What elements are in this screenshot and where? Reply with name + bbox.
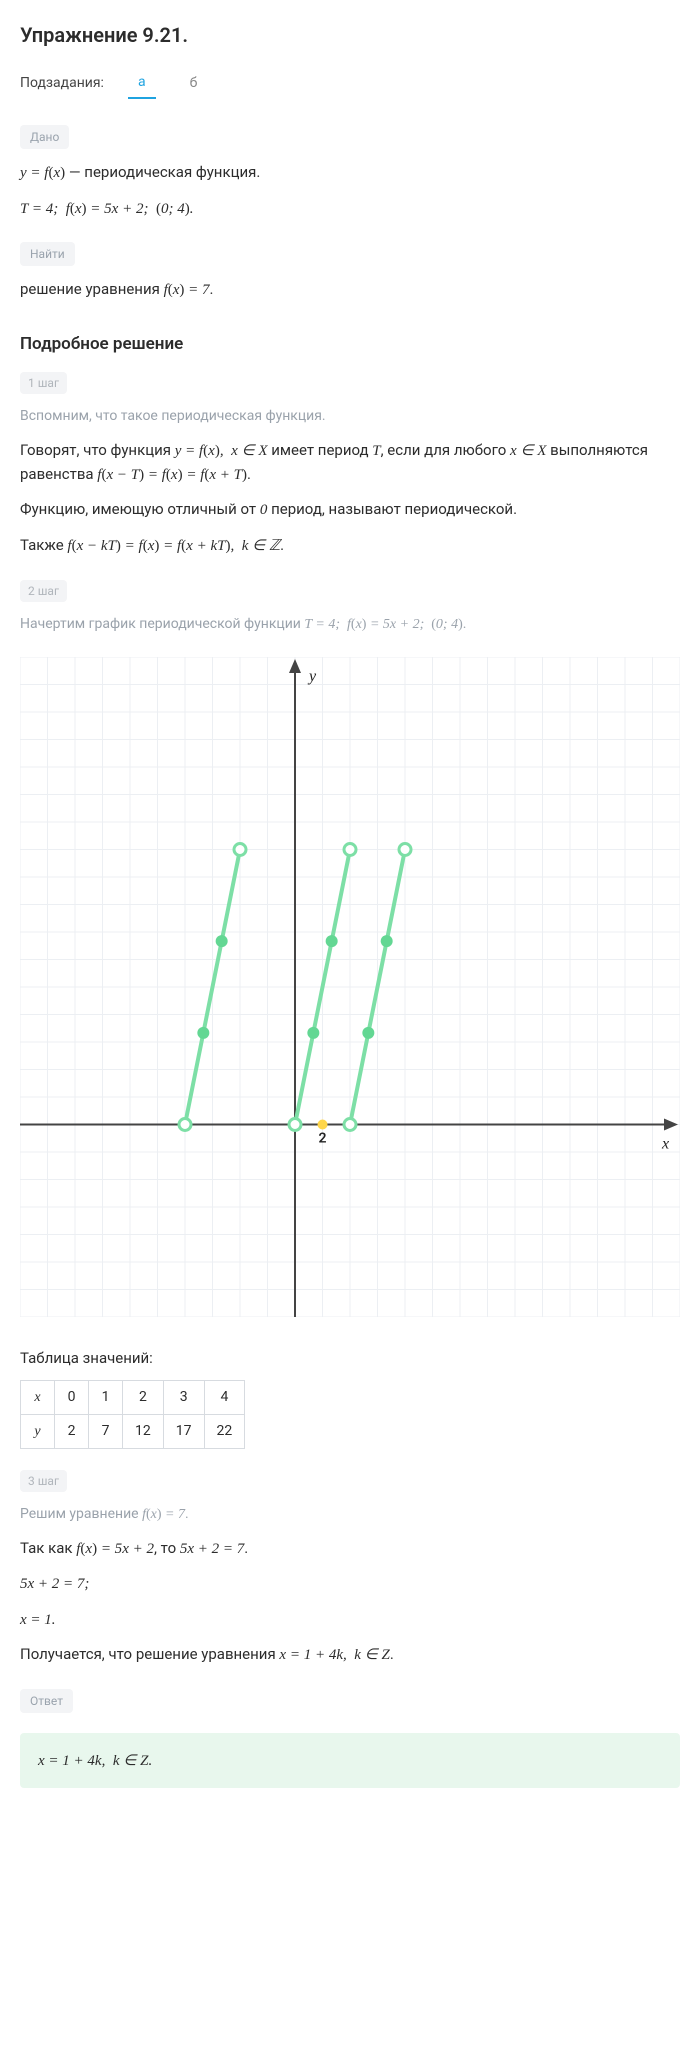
step-2-label: 2 шаг <box>20 580 67 602</box>
table-cell: 12 <box>123 1414 164 1448</box>
table-cell: 1 <box>89 1380 123 1414</box>
step-1-line-1: Говорят, что функция y = f(x), x ∈ X име… <box>20 439 680 486</box>
table-cell: 0 <box>55 1380 89 1414</box>
find-block: Найти решение уравнения f(x) = 7. <box>20 242 680 302</box>
table-cell: 22 <box>204 1414 245 1448</box>
subtabs: Подзадания: а б <box>20 68 680 99</box>
values-table: x 0 1 2 3 4 y 2 7 12 17 22 <box>20 1380 245 1449</box>
step-3: 3 шаг Решим уравнение f(x) = 7. Так как … <box>20 1469 680 1667</box>
svg-text:2: 2 <box>319 1131 327 1147</box>
given-block: Дано y = f(x) — периодическая функция. T… <box>20 125 680 220</box>
step-1-line-2: Функцию, имеющую отличный от 0 период, н… <box>20 498 680 522</box>
periodic-function-chart: y x 2 <box>20 657 680 1317</box>
solution-header: Подробное решение <box>20 332 680 358</box>
step-3-line-3: x = 1. <box>20 1608 680 1632</box>
step-3-label: 3 шаг <box>20 1470 67 1492</box>
table-cell: 2 <box>123 1380 164 1414</box>
svg-text:x: x <box>661 1136 669 1153</box>
step-3-grey: Решим уравнение f(x) = 7. <box>20 1504 680 1525</box>
table-row: x 0 1 2 3 4 <box>21 1380 245 1414</box>
find-line: решение уравнения f(x) = 7. <box>20 278 680 302</box>
find-pill: Найти <box>20 242 75 266</box>
table-cell: 2 <box>55 1414 89 1448</box>
tab-a[interactable]: а <box>128 68 156 99</box>
step-3-line-2: 5x + 2 = 7; <box>20 1572 680 1596</box>
step-1-label: 1 шаг <box>20 372 67 394</box>
given-pill: Дано <box>20 125 69 149</box>
step-2: 2 шаг Начертим график периодической функ… <box>20 579 680 635</box>
table-title: Таблица значений: <box>20 1347 680 1370</box>
table-cell: 4 <box>204 1380 245 1414</box>
given-line-2: T = 4; f(x) = 5x + 2; (0; 4). <box>20 197 680 221</box>
step-3-line-1: Так как f(x) = 5x + 2, то 5x + 2 = 7. <box>20 1537 680 1561</box>
answer-pill: Ответ <box>20 1689 73 1713</box>
given-line-1: y = f(x) — периодическая функция. <box>20 161 680 185</box>
step-1-grey: Вспомним, что такое периодическая функци… <box>20 406 680 427</box>
step-1: 1 шаг Вспомним, что такое периодическая … <box>20 371 680 557</box>
table-cell: x <box>21 1380 55 1414</box>
page-title: Упражнение 9.21. <box>20 20 680 50</box>
table-cell: 17 <box>163 1414 204 1448</box>
answer-box: x = 1 + 4k, k ∈ Z. <box>20 1733 680 1789</box>
table-row: y 2 7 12 17 22 <box>21 1414 245 1448</box>
step-1-line-3: Также f(x − kT) = f(x) = f(x + kT), k ∈ … <box>20 534 680 558</box>
svg-text:y: y <box>307 668 317 685</box>
table-cell: y <box>21 1414 55 1448</box>
table-cell: 3 <box>163 1380 204 1414</box>
step-3-line-4: Получается, что решение уравнения x = 1 … <box>20 1643 680 1667</box>
step-2-grey: Начертим график периодической функции T … <box>20 614 680 635</box>
tab-b[interactable]: б <box>180 69 208 98</box>
table-cell: 7 <box>89 1414 123 1448</box>
subtabs-label: Подзадания: <box>20 73 104 94</box>
